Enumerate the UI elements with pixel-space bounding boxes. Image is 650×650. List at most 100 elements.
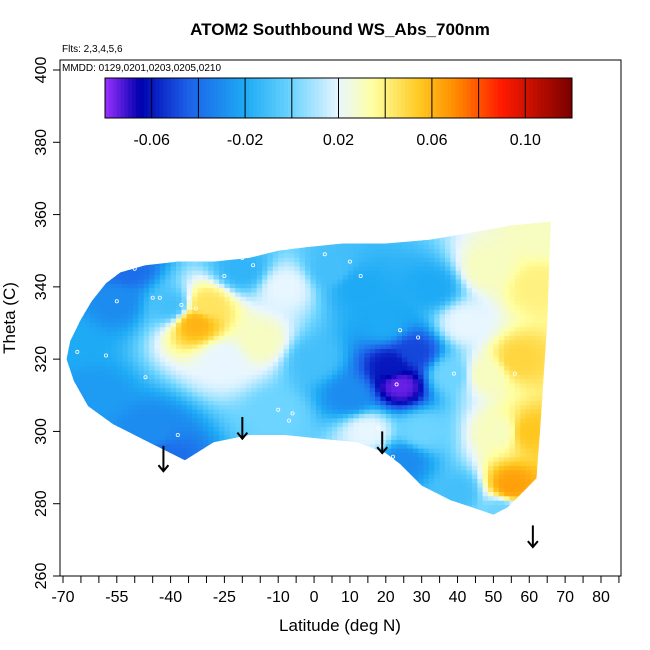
heatmap-cell xyxy=(197,430,204,436)
heatmap-cell xyxy=(283,487,290,492)
heatmap-cell xyxy=(68,313,75,319)
heatmap-cell xyxy=(159,426,166,432)
heatmap-cell xyxy=(514,300,521,306)
heatmap-cell xyxy=(450,448,457,453)
heatmap-cell xyxy=(240,344,247,349)
heatmap-cell xyxy=(353,304,360,310)
heatmap-cell xyxy=(192,435,199,440)
heatmap-cell xyxy=(111,478,118,484)
heatmap-cell xyxy=(321,426,328,432)
heatmap-cell xyxy=(213,304,220,310)
heatmap-cell xyxy=(541,465,548,471)
heatmap-cell xyxy=(504,309,511,315)
heatmap-cell xyxy=(84,495,91,501)
heatmap-cell xyxy=(401,513,408,515)
heatmap-cell xyxy=(224,474,231,479)
heatmap-cell xyxy=(455,500,462,505)
heatmap-cell xyxy=(224,456,231,462)
heatmap-cell xyxy=(514,352,521,358)
heatmap-cell xyxy=(278,443,285,449)
heatmap-cell xyxy=(299,508,306,514)
heatmap-cell xyxy=(100,374,107,380)
heatmap-cell xyxy=(337,304,344,310)
heatmap-cell xyxy=(111,331,118,336)
heatmap-cell xyxy=(79,370,86,375)
heatmap-cell xyxy=(401,357,408,362)
heatmap-cell xyxy=(498,291,505,297)
heatmap-cell xyxy=(396,304,403,310)
heatmap-cell xyxy=(547,357,551,362)
heatmap-cell xyxy=(106,500,112,505)
heatmap-cell xyxy=(396,387,403,393)
heatmap-cell xyxy=(514,417,521,423)
heatmap-cell xyxy=(466,352,473,358)
heatmap-cell xyxy=(235,396,242,401)
heatmap-cell xyxy=(73,465,80,471)
heatmap-cell xyxy=(466,500,473,505)
heatmap-cell xyxy=(89,283,96,289)
heatmap-cell xyxy=(73,326,80,332)
heatmap-cell xyxy=(116,508,123,514)
heatmap-cell xyxy=(471,439,478,445)
heatmap-cell xyxy=(337,404,344,410)
heatmap-cell xyxy=(461,344,468,349)
heatmap-cell xyxy=(461,504,468,510)
heatmap-cell xyxy=(315,300,322,306)
heatmap-cell xyxy=(256,461,263,466)
heatmap-cell xyxy=(482,435,489,440)
heatmap-cell xyxy=(294,391,301,397)
heatmap-cell xyxy=(358,439,365,445)
heatmap-cell xyxy=(326,513,333,515)
heatmap-cell xyxy=(547,443,551,449)
heatmap-cell xyxy=(504,317,511,323)
heatmap-cell xyxy=(245,422,252,427)
heatmap-cell xyxy=(520,400,527,406)
heatmap-cell xyxy=(321,517,327,522)
heatmap-cell xyxy=(229,443,236,449)
heatmap-cell xyxy=(294,383,301,388)
heatmap-cell xyxy=(278,291,285,297)
heatmap-cell xyxy=(514,461,521,466)
heatmap-cell xyxy=(68,400,75,406)
heatmap-cell xyxy=(321,387,328,393)
heatmap-cell xyxy=(428,508,435,514)
heatmap-cell xyxy=(466,482,473,488)
heatmap-cell xyxy=(547,504,551,510)
heatmap-cell xyxy=(186,387,193,393)
heatmap-cell xyxy=(547,478,551,484)
heatmap-cell xyxy=(455,287,462,293)
heatmap-cell xyxy=(256,404,263,410)
heatmap-cell xyxy=(100,422,107,427)
heatmap-cell xyxy=(159,331,166,336)
heatmap-cell xyxy=(262,508,269,514)
heatmap-cell xyxy=(445,396,451,401)
heatmap-cell xyxy=(514,500,521,505)
heatmap-cell xyxy=(170,396,177,401)
heatmap-cell xyxy=(310,417,317,423)
heatmap-cell xyxy=(439,430,446,436)
heatmap-cell xyxy=(342,352,349,358)
heatmap-cell xyxy=(278,296,285,302)
heatmap-cell xyxy=(536,435,543,440)
heatmap-cell xyxy=(299,309,306,315)
heatmap-cell xyxy=(353,500,360,505)
heatmap-cell xyxy=(391,435,398,440)
heatmap-cell xyxy=(342,370,349,375)
heatmap-cell xyxy=(267,500,274,505)
heatmap-cell xyxy=(493,365,500,371)
heatmap-cell xyxy=(358,409,365,414)
heatmap-cell xyxy=(428,296,435,302)
heatmap-cell xyxy=(278,335,285,341)
heatmap-cell xyxy=(310,400,317,406)
heatmap-cell xyxy=(477,443,484,449)
heatmap-cell xyxy=(186,348,193,354)
heatmap-cell xyxy=(95,331,102,336)
heatmap-cell xyxy=(299,344,306,349)
heatmap-cell xyxy=(488,296,494,302)
heatmap-cell xyxy=(482,317,489,323)
heatmap-cell xyxy=(553,478,559,483)
heatmap-cell xyxy=(95,309,102,315)
heatmap-cell xyxy=(326,443,333,449)
heatmap-cell xyxy=(466,304,473,310)
heatmap-cell xyxy=(138,400,145,406)
